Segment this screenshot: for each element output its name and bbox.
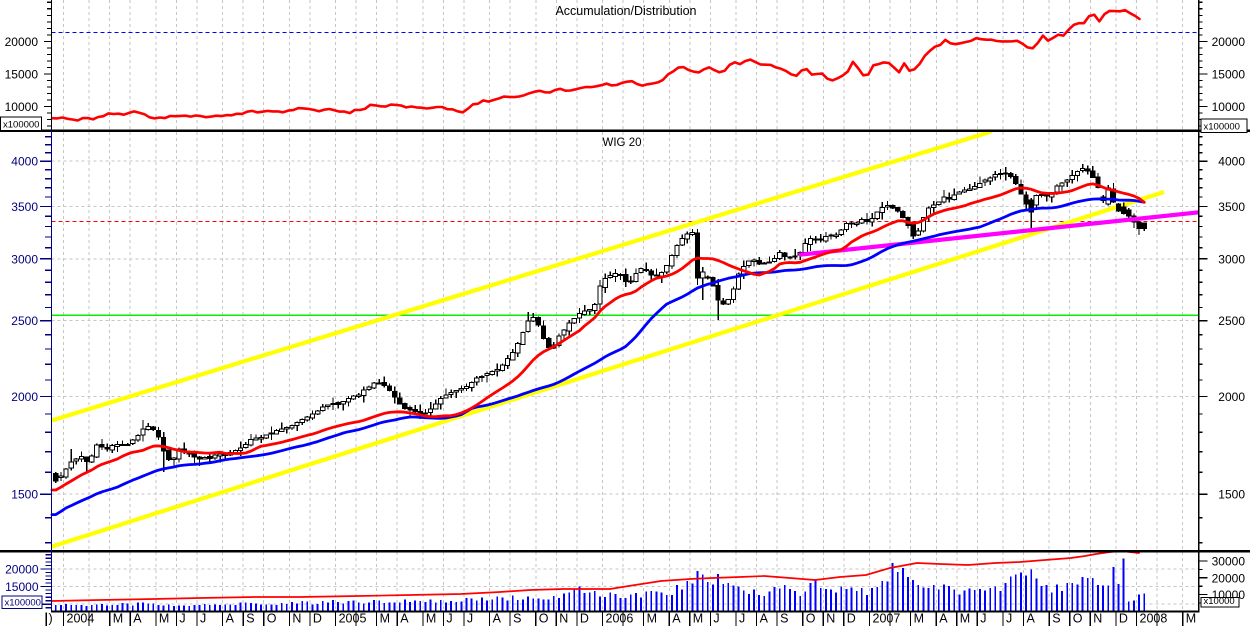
svg-text:N: N [559, 612, 568, 626]
svg-text:A: A [133, 612, 142, 626]
svg-text:D: D [847, 612, 856, 626]
svg-text:M: M [693, 612, 703, 626]
svg-text:J: J [179, 612, 185, 626]
svg-text:M: M [647, 612, 657, 626]
svg-text:D: D [580, 612, 589, 626]
svg-text:2006: 2006 [606, 612, 634, 626]
svg-text:15000: 15000 [1212, 67, 1246, 81]
svg-text:J: J [1006, 612, 1012, 626]
svg-text:2000: 2000 [1218, 390, 1245, 404]
svg-text:x100000: x100000 [1204, 122, 1240, 133]
svg-text:O: O [1073, 612, 1083, 626]
svg-text:O: O [806, 612, 816, 626]
svg-text:3500: 3500 [1218, 200, 1245, 214]
svg-text:): ) [49, 612, 53, 626]
svg-text:S: S [513, 612, 521, 626]
svg-text:J: J [200, 612, 206, 626]
svg-text:15000: 15000 [5, 580, 39, 594]
svg-text:M: M [426, 612, 436, 626]
svg-text:3000: 3000 [1218, 252, 1245, 266]
svg-text:A: A [1027, 612, 1036, 626]
svg-text:D: D [1119, 612, 1128, 626]
svg-text:4000: 4000 [1218, 155, 1245, 169]
svg-text:4000: 4000 [11, 155, 38, 169]
svg-text:x100000: x100000 [3, 120, 39, 131]
svg-text:S: S [1052, 612, 1060, 626]
svg-text:10000: 10000 [5, 100, 39, 114]
svg-text:S: S [780, 612, 788, 626]
svg-text:N: N [292, 612, 301, 626]
svg-text:20000: 20000 [5, 35, 39, 49]
svg-text:A: A [939, 612, 948, 626]
svg-text:20000: 20000 [1212, 35, 1246, 49]
svg-text:N: N [826, 612, 835, 626]
svg-text:J: J [467, 612, 473, 626]
svg-text:2005: 2005 [339, 612, 367, 626]
svg-text:2500: 2500 [11, 314, 38, 328]
svg-text:M: M [159, 612, 169, 626]
svg-text:2004: 2004 [67, 612, 95, 626]
svg-text:20000: 20000 [5, 562, 39, 576]
svg-text:O: O [539, 612, 549, 626]
svg-text:M: M [914, 612, 924, 626]
svg-text:30000: 30000 [1212, 555, 1246, 569]
svg-text:10000: 10000 [1212, 100, 1246, 114]
svg-text:x10000: x10000 [1204, 596, 1235, 607]
svg-text:1500: 1500 [1218, 488, 1245, 502]
svg-text:2007: 2007 [873, 612, 901, 626]
svg-text:A: A [672, 612, 681, 626]
svg-text:3500: 3500 [11, 200, 38, 214]
svg-text:A: A [760, 612, 769, 626]
svg-text:15000: 15000 [5, 67, 39, 81]
svg-text:x100000: x100000 [5, 598, 41, 609]
svg-text:2500: 2500 [1218, 314, 1245, 328]
svg-text:A: A [226, 612, 235, 626]
svg-text:1500: 1500 [11, 488, 38, 502]
svg-text:J: J [980, 612, 986, 626]
svg-text:D: D [313, 612, 322, 626]
svg-text:M: M [1186, 612, 1196, 626]
svg-text:J: J [446, 612, 452, 626]
svg-text:M: M [960, 612, 970, 626]
svg-text:J: J [739, 612, 745, 626]
svg-text:A: A [493, 612, 502, 626]
svg-text:Accumulation/Distribution: Accumulation/Distribution [555, 4, 696, 18]
svg-text:A: A [400, 612, 409, 626]
svg-text:WIG 20: WIG 20 [603, 137, 642, 149]
svg-text:2000: 2000 [11, 390, 38, 404]
svg-text:J: J [713, 612, 719, 626]
svg-text:2008: 2008 [1140, 612, 1168, 626]
svg-text:N: N [1093, 612, 1102, 626]
svg-text:M: M [113, 612, 123, 626]
svg-text:3000: 3000 [11, 252, 38, 266]
svg-text:O: O [267, 612, 277, 626]
svg-text:M: M [380, 612, 390, 626]
svg-text:20000: 20000 [1212, 571, 1246, 585]
svg-text:S: S [246, 612, 254, 626]
